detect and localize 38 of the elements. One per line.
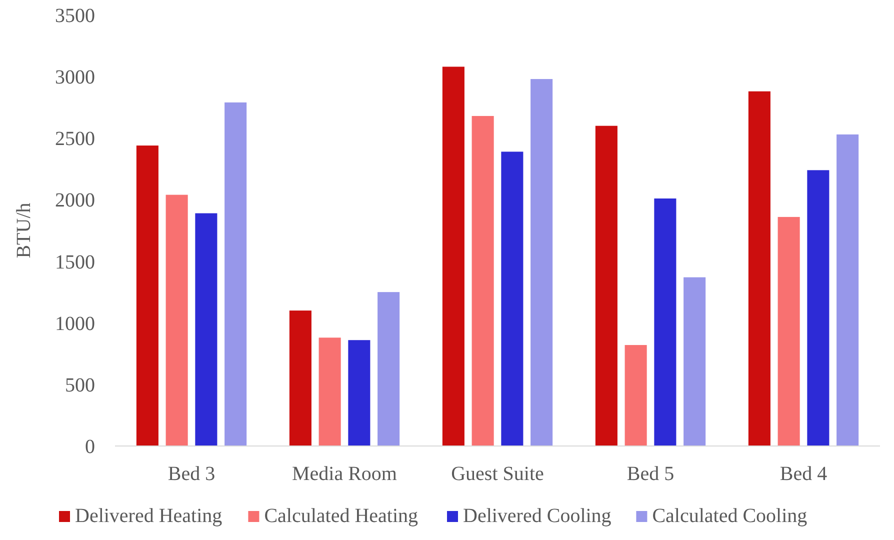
x-tick-label: Bed 5 [626,463,674,485]
legend-label: Delivered Heating [75,505,222,527]
bar [501,152,524,446]
y-tick-label: 3000 [55,66,95,89]
bar [348,340,370,446]
legend-label: Delivered Cooling [463,505,612,527]
bar [442,66,464,446]
bar [778,216,800,446]
bar [595,126,618,446]
bar [684,277,706,446]
y-axis-title: BTU/h [13,202,35,258]
legend-label: Calculated Cooling [652,505,808,527]
x-tick-label: Guest Suite [451,463,544,485]
x-tick-label: Media Room [292,463,398,485]
bar [224,102,247,446]
bar [654,198,676,446]
bar [136,146,158,446]
bar [836,134,859,446]
bar [807,170,830,446]
bar [624,345,647,446]
x-tick-label: Bed 3 [168,463,216,485]
bar [472,116,494,446]
y-tick-label: 3500 [55,5,95,27]
bar [195,213,218,446]
y-tick-label: 1000 [55,312,95,335]
bar [289,310,312,446]
bar [530,79,553,446]
bar [748,91,770,446]
bar [166,194,188,446]
y-tick-label: 1500 [55,251,95,274]
bar [318,338,341,446]
legend-label: Calculated Heating [264,505,418,527]
bar [378,292,400,446]
y-tick-label: 2500 [55,128,95,150]
y-tick-label: 500 [65,374,95,396]
x-tick-label: Bed 4 [780,463,828,485]
y-tick-label: 2000 [55,190,95,212]
y-tick-label: 0 [85,436,95,458]
